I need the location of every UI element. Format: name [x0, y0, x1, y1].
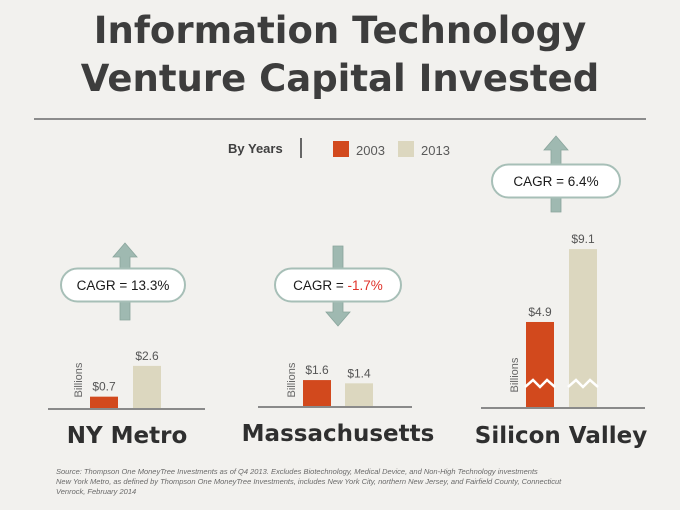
- chart-silicon-valley-unit-label: Billions: [509, 357, 521, 392]
- chart-ny-metro-bar-2013: [133, 365, 161, 408]
- chart-massachusetts-cagr-pill: [274, 267, 402, 303]
- chart-ny-metro-value-label-2003: $0.7: [92, 380, 116, 394]
- title-line-2: Venture Capital Invested: [80, 57, 600, 100]
- legend-heading: By Years: [228, 141, 283, 156]
- chart-massachusetts-cagr-value: -1.7%: [348, 278, 383, 293]
- footnote-source: Source: Thompson One MoneyTree Investmen…: [56, 467, 538, 476]
- chart-ny-metro-cagr-value: 13.3%: [131, 278, 169, 293]
- chart-ny-metro-cagr-label: CAGR = 13.3%: [77, 278, 170, 293]
- legend-separator: [300, 138, 302, 158]
- chart-massachusetts-unit-label: Billions: [286, 362, 298, 397]
- footnote: Source: Thompson One MoneyTree Investmen…: [56, 467, 666, 497]
- legend-swatch-2013: [398, 141, 414, 157]
- chart-ny-metro-cagr-pill: [60, 267, 186, 303]
- chart-massachusetts-bar-2013: [345, 383, 373, 406]
- chart-massachusetts-cagr-prefix: CAGR =: [293, 278, 347, 293]
- chart-ny-metro-cagr-prefix: CAGR =: [77, 278, 131, 293]
- chart-massachusetts-region-name: Massachusetts: [242, 421, 435, 447]
- chart-silicon-valley-region-name: Silicon Valley: [475, 423, 647, 449]
- legend-label-2003: 2003: [356, 143, 385, 158]
- chart-ny-metro-bar-2003: [90, 396, 118, 408]
- legend-swatch-2003: [333, 141, 349, 157]
- chart-ny-metro-unit-label: Billions: [73, 362, 85, 397]
- title-line-1: Information Technology: [93, 9, 587, 52]
- chart-silicon-valley-value-label-2013: $9.1: [571, 232, 595, 246]
- chart-silicon-valley-cagr-prefix: CAGR =: [513, 174, 567, 189]
- chart-massachusetts-bar-2003: [303, 380, 331, 406]
- chart-silicon-valley-axis-break-2003: [524, 378, 556, 389]
- chart-ny-metro-value-label-2013: $2.6: [135, 349, 159, 363]
- chart-silicon-valley-value-label-2003: $4.9: [528, 305, 552, 319]
- legend-label-2013: 2013: [421, 143, 450, 158]
- chart-massachusetts-value-label-2013: $1.4: [347, 366, 371, 380]
- chart-silicon-valley-cagr-pill: [491, 163, 621, 199]
- footnote-definition: New York Metro, as defined by Thompson O…: [56, 477, 562, 487]
- chart-silicon-valley-axis-break-2013: [567, 378, 599, 389]
- chart-silicon-valley-cagr-label: CAGR = 6.4%: [513, 174, 598, 189]
- chart-ny-metro-region-name: NY Metro: [67, 423, 188, 449]
- footnote-credit: Venrock, February 2014: [56, 487, 137, 497]
- chart-silicon-valley-bar-2003: [526, 321, 554, 407]
- chart-massachusetts-cagr-label: CAGR = -1.7%: [293, 278, 383, 293]
- chart-silicon-valley-cagr-value: 6.4%: [568, 174, 599, 189]
- title-divider: [34, 118, 646, 120]
- chart-massachusetts-value-label-2003: $1.6: [305, 363, 329, 377]
